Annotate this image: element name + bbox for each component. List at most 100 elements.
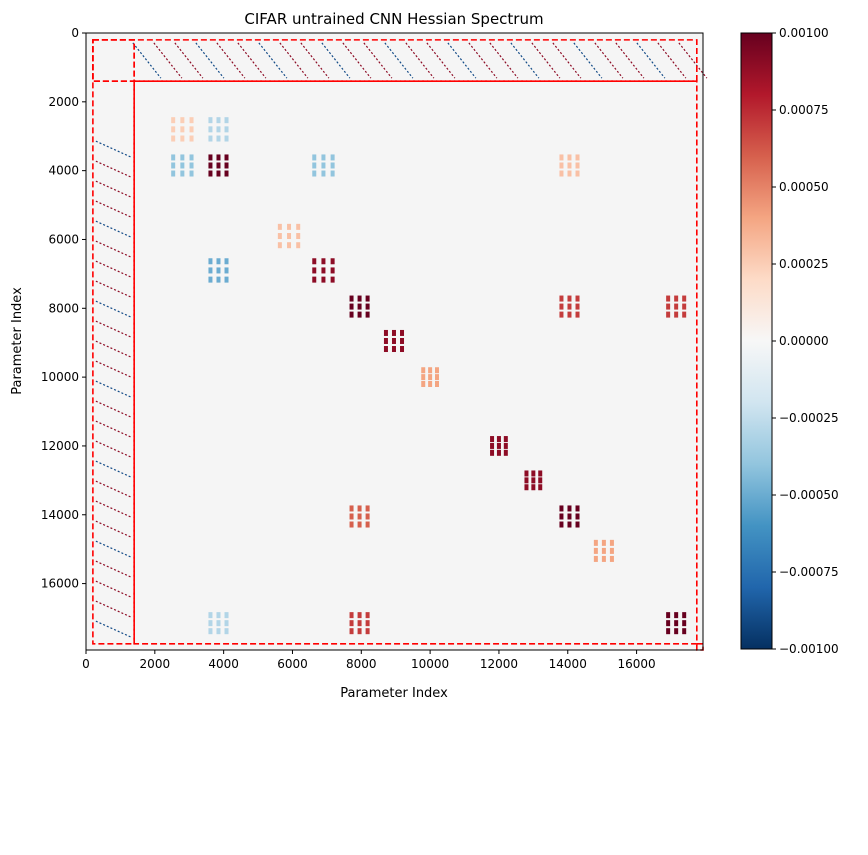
heatmap-cell xyxy=(682,311,687,318)
colorbar: −0.00100 −0.00075 −0.00050 −0.00025 0.00000 0… xyxy=(740,26,839,656)
heatmap-cell xyxy=(330,154,335,161)
heatmap-cell xyxy=(321,276,326,283)
heatmap-cell xyxy=(357,513,362,520)
heatmap-cell xyxy=(208,612,213,619)
heatmap-cell xyxy=(208,258,213,265)
heatmap-cell xyxy=(503,436,508,443)
heatmap-cell xyxy=(224,276,229,283)
heatmap-cell xyxy=(216,628,221,635)
heatmap-cell xyxy=(208,620,213,627)
heatmap-cell xyxy=(428,380,433,387)
heatmap-cell xyxy=(180,170,185,177)
heatmap-cell xyxy=(575,513,580,520)
colorbar-tick-label: −0.00050 xyxy=(779,488,839,502)
y-tick-label: 8000 xyxy=(48,301,79,315)
heatmap-cell xyxy=(601,555,606,562)
heatmap-cell xyxy=(224,612,229,619)
y-tick-label: 2000 xyxy=(48,95,79,109)
heatmap-cell xyxy=(321,258,326,265)
heatmap-block xyxy=(490,436,508,456)
heatmap-cell xyxy=(428,374,433,381)
heatmap-cell xyxy=(434,367,439,374)
heatmap-cell xyxy=(559,295,564,302)
heatmap-block xyxy=(349,612,370,635)
heatmap-cell xyxy=(224,620,229,627)
stripe-left xyxy=(95,520,132,538)
heatmap-cell xyxy=(180,126,185,133)
heatmap-block xyxy=(208,612,229,635)
stripe-top xyxy=(258,42,288,79)
heatmap-cell xyxy=(208,628,213,635)
heatmap-cell xyxy=(224,267,229,274)
heatmap-cell xyxy=(180,117,185,124)
stripe-left xyxy=(95,140,132,158)
heatmap-cell xyxy=(287,242,292,249)
heatmap-cell xyxy=(503,449,508,456)
heatmap-cell xyxy=(365,628,370,635)
y-tick-label: 16000 xyxy=(41,577,79,591)
stripe-left xyxy=(95,620,132,638)
heatmap-cell xyxy=(575,162,580,169)
heatmap-cell xyxy=(391,337,396,344)
heatmap-block xyxy=(277,223,301,249)
heatmap-cell xyxy=(357,628,362,635)
stripe-top xyxy=(552,42,582,79)
y-tick-label: 14000 xyxy=(41,508,79,522)
heatmap-cell xyxy=(575,311,580,318)
heatmap-cell xyxy=(559,170,564,177)
stripe-top xyxy=(531,42,561,79)
heatmap-cell xyxy=(349,513,354,520)
heatmap-cell xyxy=(287,233,292,240)
heatmap-cell xyxy=(682,303,687,310)
heatmap-cell xyxy=(567,295,572,302)
heatmap-cell xyxy=(208,170,213,177)
heatmap-cell xyxy=(490,436,495,443)
stripe-top xyxy=(426,42,456,79)
heatmap-cell xyxy=(312,162,317,169)
x-tick-label: 12000 xyxy=(480,657,518,671)
heatmap-cell xyxy=(567,505,572,512)
stripe-left xyxy=(95,540,132,558)
heatmap-cell xyxy=(428,367,433,374)
heatmap-cell xyxy=(674,295,679,302)
heatmap-cell xyxy=(559,505,564,512)
heatmap-cell xyxy=(559,521,564,528)
heatmap-cell xyxy=(391,346,396,353)
heatmap-cell xyxy=(365,295,370,302)
y-tick-label: 4000 xyxy=(48,164,79,178)
heatmap-cell xyxy=(496,436,501,443)
colorbar-tick-label: 0.00000 xyxy=(779,334,829,348)
heatmap-cell xyxy=(400,329,405,336)
stripe-top xyxy=(489,42,519,79)
heatmap-cell xyxy=(208,162,213,169)
heatmap-cell xyxy=(559,154,564,161)
heatmap-block xyxy=(559,295,580,318)
heatmap-cell xyxy=(216,620,221,627)
colorbar-gradient xyxy=(740,32,773,650)
heatmap-block xyxy=(559,505,580,528)
heatmap-cell xyxy=(559,513,564,520)
stripe-top xyxy=(279,42,309,79)
stripe-top xyxy=(321,42,351,79)
heatmap-cell xyxy=(296,233,301,240)
heatmap-cell xyxy=(171,154,176,161)
heatmap-cell xyxy=(559,311,564,318)
heatmap-cell xyxy=(674,620,679,627)
stripe-left xyxy=(95,340,132,358)
heatmap-cell xyxy=(674,311,679,318)
heatmap-cell xyxy=(349,612,354,619)
heatmap-cell xyxy=(216,126,221,133)
stripe-top xyxy=(195,42,225,79)
heatmap-cell xyxy=(601,539,606,546)
x-tick-label: 8000 xyxy=(346,657,377,671)
stripe-top xyxy=(405,42,435,79)
heatmap-cell xyxy=(531,484,536,491)
stripe-top xyxy=(342,42,372,79)
x-axis: 0 2000 4000 6000 8000 10000 12000 14000 16000 xyxy=(82,650,656,671)
heatmap-cell xyxy=(400,346,405,353)
heatmap-cell xyxy=(224,126,229,133)
heatmap-cell xyxy=(208,276,213,283)
heatmap-block xyxy=(383,329,405,353)
stripe-left xyxy=(95,420,132,438)
heatmap-cell xyxy=(296,242,301,249)
